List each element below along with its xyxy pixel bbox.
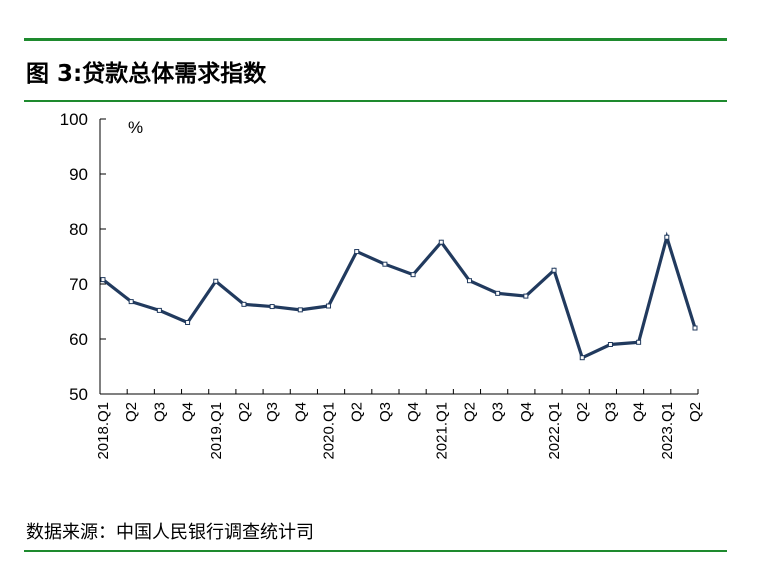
x-tick-label: 2020.Q1 <box>321 402 338 460</box>
y-tick-label: 50 <box>69 385 88 404</box>
y-tick-label: 70 <box>69 275 88 294</box>
data-point <box>156 307 162 313</box>
data-point <box>410 272 416 278</box>
x-tick-label: Q2 <box>349 402 366 422</box>
y-tick-label: 100 <box>60 110 88 129</box>
x-tick-label: Q4 <box>631 402 648 422</box>
data-point <box>466 278 472 284</box>
data-point <box>269 304 275 310</box>
data-point <box>438 239 444 245</box>
data-point <box>100 277 106 283</box>
y-tick-label: 60 <box>69 330 88 349</box>
data-point <box>636 339 642 345</box>
data-point <box>692 325 698 331</box>
y-tick-label: 90 <box>69 165 88 184</box>
title-divider <box>24 100 727 102</box>
x-tick-label: 2023.Q1 <box>659 402 676 460</box>
data-point <box>128 299 134 305</box>
data-series <box>100 231 698 361</box>
data-point <box>354 249 360 255</box>
x-axis-ticks: 2018.Q1 Q2 Q3 Q4 2019.Q1 Q2 Q3 Q4 2020.Q1 Q2 Q3 Q4 2… <box>95 389 704 460</box>
unit-label: % <box>128 118 143 137</box>
x-tick-label: Q4 <box>405 402 422 422</box>
x-tick-label: Q3 <box>264 402 281 422</box>
bottom-rule <box>24 550 727 552</box>
x-tick-label: Q4 <box>292 402 309 422</box>
data-source-note: 数据来源：中国人民银行调查统计司 <box>26 522 314 543</box>
data-point <box>326 303 332 309</box>
x-tick-label: Q2 <box>461 402 478 422</box>
data-point <box>297 307 303 313</box>
x-tick-label: 2019.Q1 <box>208 402 225 460</box>
data-point <box>495 290 501 296</box>
x-tick-label: Q3 <box>490 402 507 422</box>
x-tick-label: Q4 <box>180 402 197 422</box>
x-tick-label: Q3 <box>377 402 394 422</box>
data-point <box>664 234 670 240</box>
data-point <box>382 261 388 267</box>
data-point <box>185 320 191 325</box>
x-tick-label: Q2 <box>123 402 140 422</box>
data-point <box>607 342 613 347</box>
x-tick-label: 2018.Q1 <box>95 402 112 460</box>
series-line <box>102 231 697 360</box>
data-point <box>241 301 247 307</box>
x-tick-label: Q3 <box>151 402 168 422</box>
x-tick-label: Q4 <box>518 402 535 422</box>
x-tick-label: 2022.Q1 <box>546 402 563 460</box>
x-tick-label: Q2 <box>574 402 591 422</box>
top-rule <box>24 38 727 41</box>
chart-title: 图 3:贷款总体需求指数 <box>26 61 267 87</box>
data-point <box>551 267 557 273</box>
x-tick-label: Q3 <box>602 402 619 422</box>
chart-axes <box>99 119 698 395</box>
y-tick-label: 80 <box>69 220 88 239</box>
data-point <box>579 355 585 361</box>
x-tick-label: Q2 <box>687 402 704 422</box>
data-point <box>213 278 219 284</box>
data-point <box>523 293 529 299</box>
x-tick-label: 2021.Q1 <box>433 402 450 460</box>
y-axis-ticks: 50 60 70 80 90 100 <box>60 110 106 404</box>
x-tick-label: Q2 <box>236 402 253 422</box>
